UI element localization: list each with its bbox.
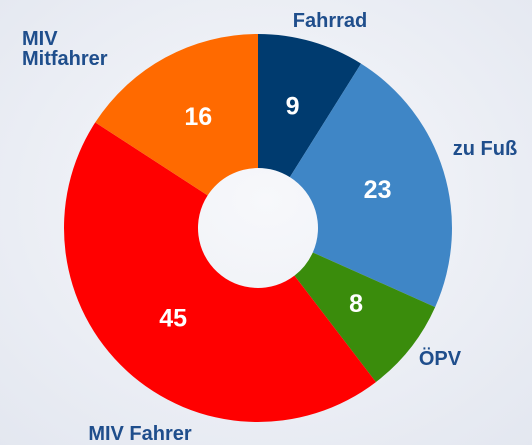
category-label: Fahrrad xyxy=(293,10,367,32)
value-label: 45 xyxy=(159,304,187,332)
slice xyxy=(64,122,376,422)
value-label: 8 xyxy=(349,290,363,318)
value-label: 23 xyxy=(364,176,392,204)
slice xyxy=(258,34,362,178)
category-label: zu Fuß xyxy=(453,138,517,160)
slice xyxy=(294,252,436,383)
value-label: 9 xyxy=(286,92,300,120)
category-label: ÖPV xyxy=(419,347,462,370)
category-label: MIV Fahrer xyxy=(88,423,192,445)
slice xyxy=(95,34,258,196)
value-label: 16 xyxy=(184,103,212,131)
slice xyxy=(289,63,452,308)
category-label: MIV Mitfahrer xyxy=(22,28,108,70)
